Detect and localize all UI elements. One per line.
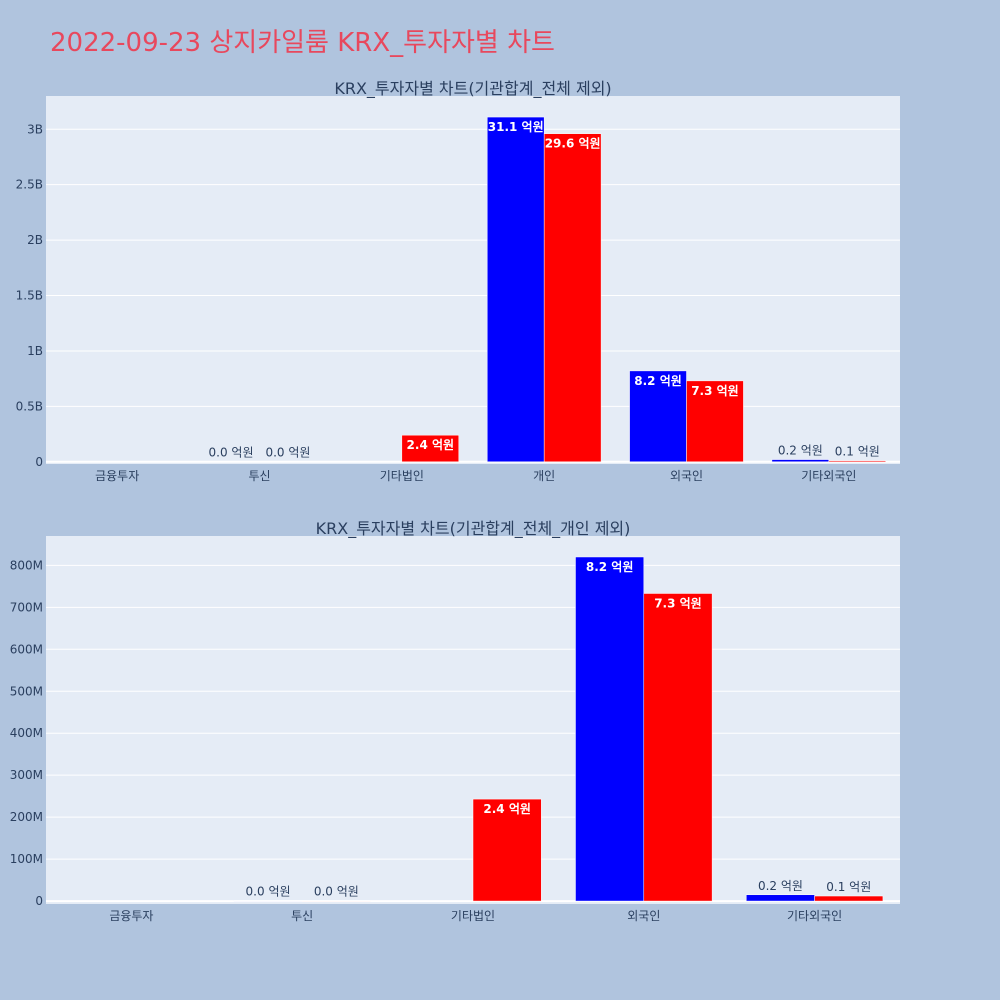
data-label: 8.2 억원	[634, 374, 682, 388]
data-label: 0.2 억원	[778, 444, 823, 458]
bar-chart-top: 0 0.5B 1B 1.5B 2B 2.5B 3B KRX_투자자별 차트(기관합계_전체 제…	[16, 79, 900, 483]
y-tick-label: 2.5B	[16, 178, 43, 192]
bar	[828, 460, 887, 463]
data-label: 2.4 억원	[483, 802, 531, 816]
x-tick-label: 기타법인	[451, 909, 495, 923]
bar	[771, 459, 830, 463]
data-label: 8.2 억원	[586, 560, 634, 574]
chart-title: KRX_투자자별 차트(기관합계_전체_개인 제외)	[316, 519, 631, 539]
x-tick-label: 외국인	[670, 469, 703, 483]
y-tick-label: 500M	[10, 684, 43, 698]
y-tick-label: 800M	[10, 558, 43, 572]
page-title: 2022-09-23 상지카일룸 KRX_투자자별 차트	[50, 28, 555, 58]
y-tick-label: 1.5B	[16, 289, 43, 303]
data-label: 31.1 억원	[488, 120, 544, 134]
x-tick-label: 투신	[291, 909, 313, 923]
bar	[575, 556, 645, 902]
bar	[543, 133, 602, 463]
y-tick-label: 0	[35, 455, 43, 469]
bar	[629, 370, 687, 463]
x-tick-label: 기타법인	[380, 469, 424, 483]
bar	[472, 798, 542, 902]
chart-title: KRX_투자자별 차트(기관합계_전체 제외)	[334, 79, 611, 99]
x-tick-label: 금융투자	[109, 909, 153, 923]
y-tick-label: 100M	[10, 852, 43, 866]
y-tick-label: 200M	[10, 810, 43, 824]
x-tick-label: 금융투자	[95, 469, 139, 483]
y-tick-label: 400M	[10, 726, 43, 740]
bar	[686, 380, 744, 463]
data-label: 29.6 억원	[545, 137, 601, 151]
data-label: 0.2 억원	[758, 879, 803, 893]
data-label: 0.1 억원	[835, 445, 880, 459]
bar	[401, 434, 460, 463]
bar	[643, 593, 713, 902]
data-label: 0.0 억원	[265, 446, 310, 460]
y-tick-label: 2B	[27, 233, 43, 247]
y-tick-label: 0.5B	[16, 399, 43, 413]
data-label: 0.1 억원	[826, 880, 871, 894]
y-tick-label: 600M	[10, 642, 43, 656]
plot-area	[46, 96, 900, 464]
x-tick-label: 투신	[248, 469, 270, 483]
y-tick-label: 3B	[27, 122, 43, 136]
bar	[814, 895, 884, 902]
bar-chart-bottom: 0 100M 200M 300M 400M 500M 600M 700M 800M KRX_투자자…	[10, 519, 900, 923]
x-tick-label: 기타외국인	[787, 909, 842, 923]
bar	[746, 894, 815, 902]
data-label: 0.0 억원	[314, 885, 359, 899]
y-tick-label: 700M	[10, 600, 43, 614]
x-tick-label: 개인	[533, 469, 555, 483]
x-tick-label: 외국인	[627, 909, 660, 923]
data-label: 7.3 억원	[691, 384, 739, 398]
y-tick-label: 1B	[27, 344, 43, 358]
bar	[486, 116, 545, 463]
data-label: 0.0 억원	[209, 446, 254, 460]
y-tick-label: 300M	[10, 768, 43, 782]
data-label: 0.0 억원	[246, 885, 291, 899]
y-tick-label: 0	[35, 894, 43, 908]
data-label: 7.3 억원	[654, 596, 702, 610]
data-label: 2.4 억원	[407, 438, 455, 452]
x-tick-label: 기타외국인	[801, 469, 856, 483]
